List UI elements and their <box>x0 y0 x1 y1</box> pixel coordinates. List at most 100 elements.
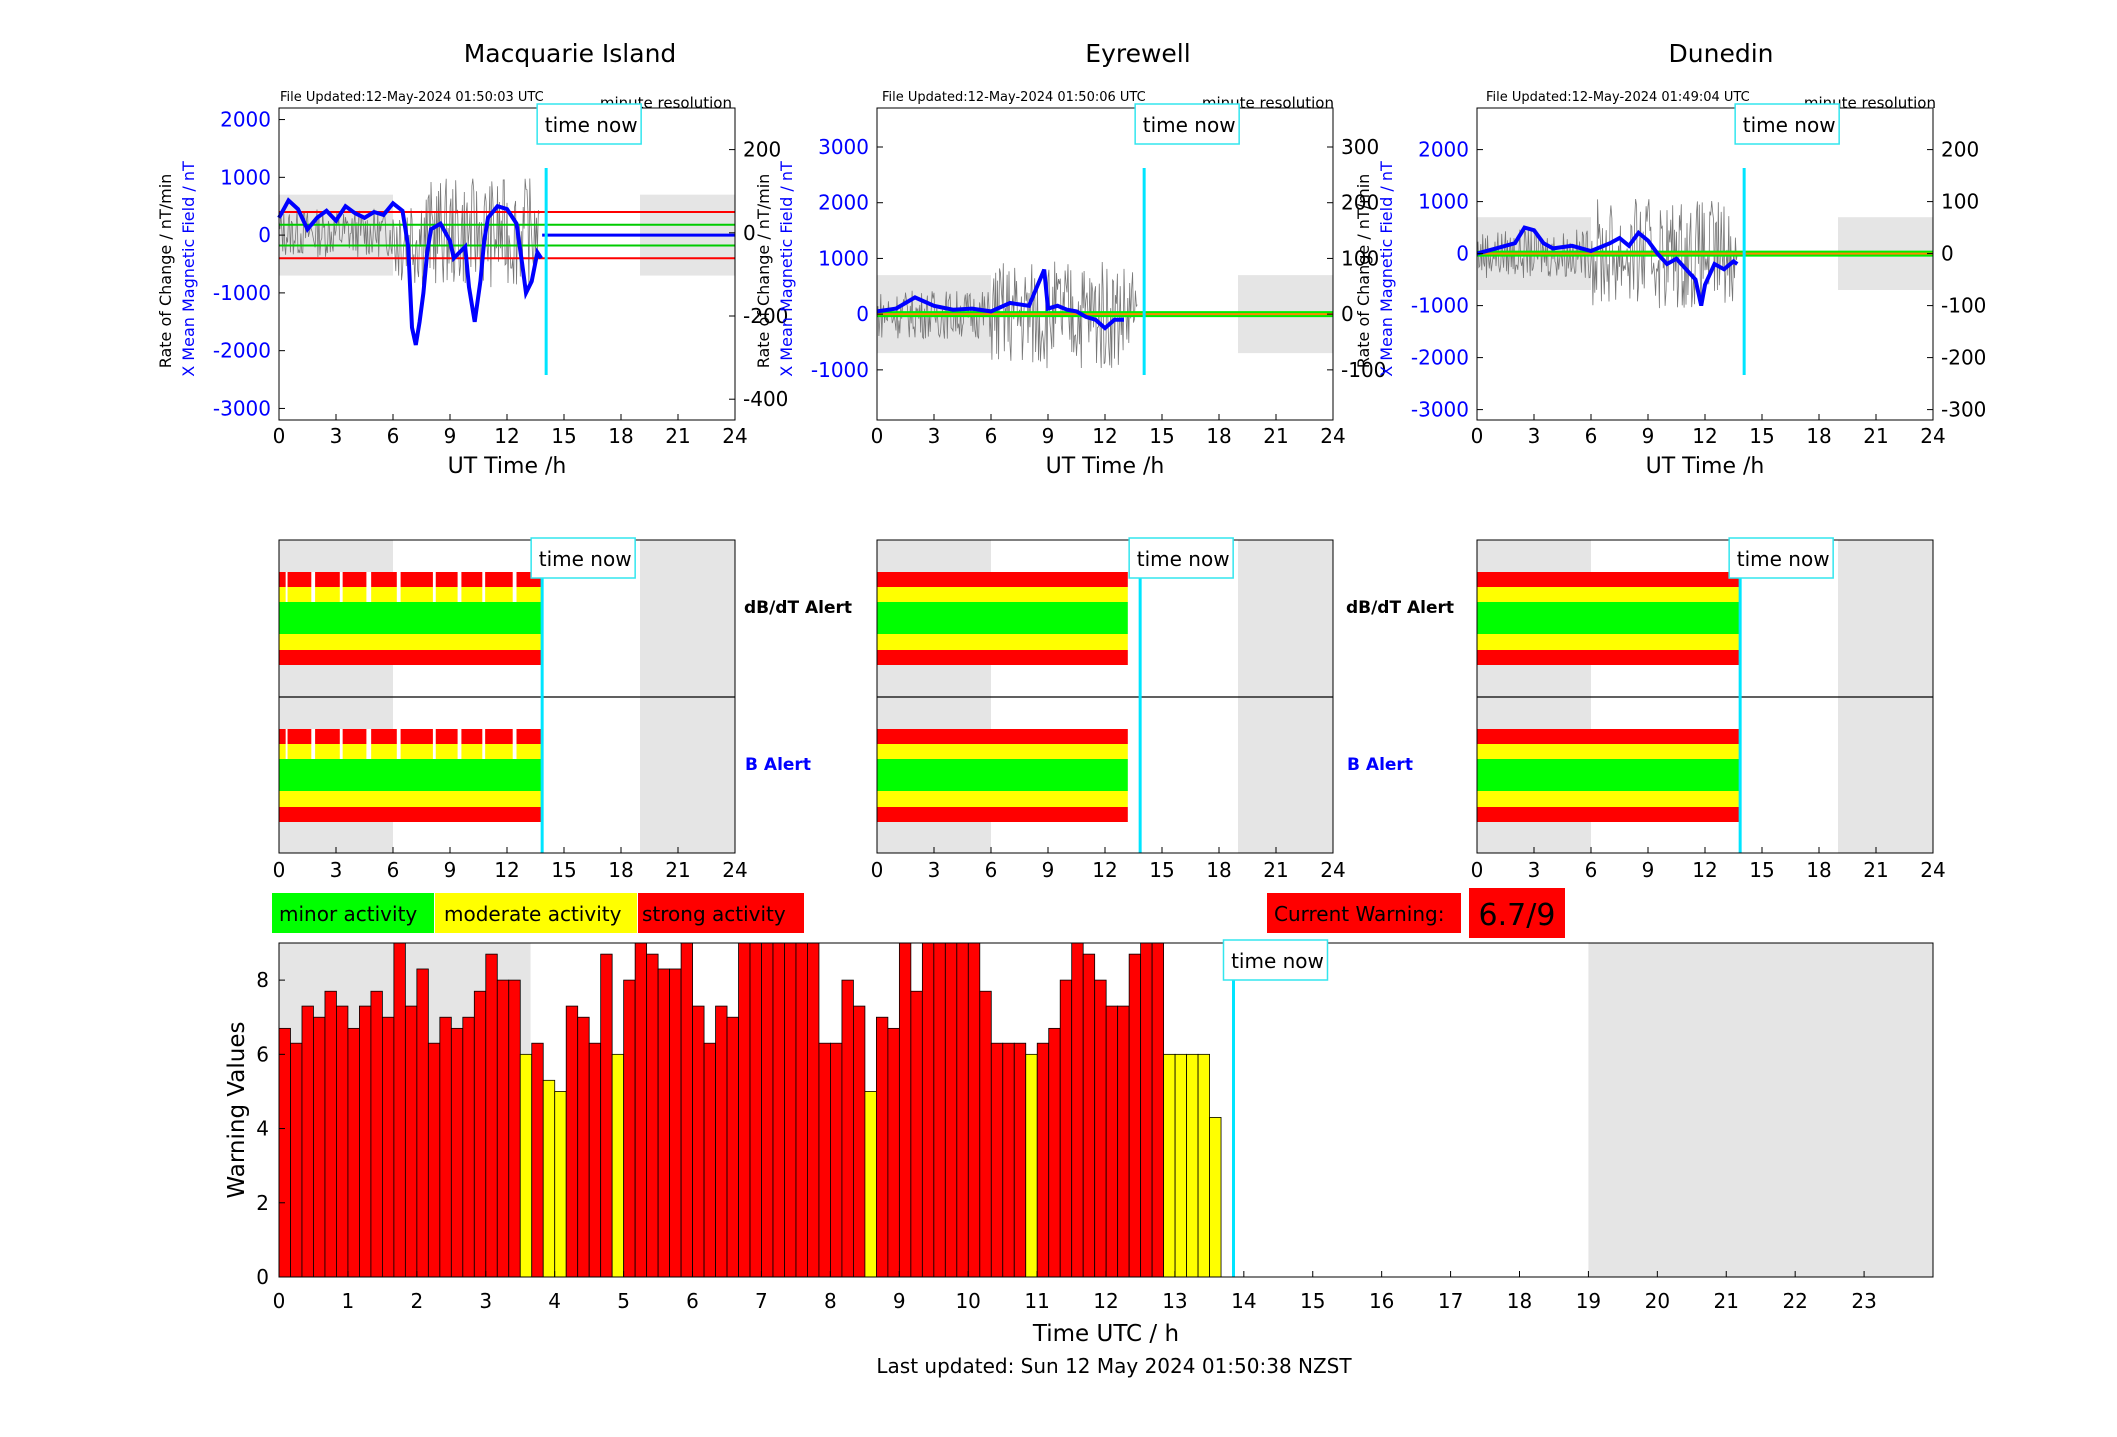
alert-gap <box>285 729 288 759</box>
file-updated-label: File Updated:12-May-2024 01:50:03 UTC <box>280 90 544 105</box>
legend-minor-swatch <box>272 893 434 933</box>
y2-tick-label: 200 <box>743 138 781 162</box>
warning-bar <box>669 968 682 1278</box>
alert-gap <box>457 729 462 759</box>
alert-gap <box>512 572 517 602</box>
alert-gap <box>285 572 288 602</box>
warning-bar <box>450 1027 464 1278</box>
warning-bar <box>921 942 935 1278</box>
y-tick-label: 2000 <box>220 108 271 132</box>
warning-bar <box>761 942 774 1278</box>
x-tick-label: 22 <box>1782 1289 1807 1313</box>
alert-gap <box>366 572 372 602</box>
warning-bar <box>542 1079 556 1278</box>
x-tick-label: 2 <box>410 1289 423 1313</box>
x-tick-label: 18 <box>608 858 633 882</box>
warning-bar <box>875 1016 889 1278</box>
b-alert-label: B Alert <box>745 755 811 775</box>
warning-bar <box>910 990 923 1278</box>
footer-last-updated: Last updated: Sun 12 May 2024 01:50:38 N… <box>876 1354 1352 1378</box>
dbdt-alert-band <box>1477 602 1741 634</box>
warning-bar <box>519 1053 533 1278</box>
x-tick-label: 9 <box>1642 424 1655 448</box>
y-tick-label: 1000 <box>1418 190 1469 214</box>
warning-bar <box>531 1042 544 1278</box>
warning-bar <box>1025 1053 1038 1278</box>
alert-gap <box>396 572 401 602</box>
warning-bar <box>439 1016 452 1278</box>
x-tick-label: 21 <box>665 858 690 882</box>
alert-gap <box>366 729 372 759</box>
x-tick-label: 15 <box>551 424 576 448</box>
x-tick-label: 3 <box>928 858 941 882</box>
y-tick-label: 6 <box>256 1042 269 1066</box>
alert-gap <box>396 729 401 759</box>
warning-bar <box>1140 942 1153 1278</box>
alert-panels: dB/dT Alert B Alert dB/dT Alert B Alert … <box>273 537 1946 882</box>
y2-tick-label: -100 <box>1941 294 1986 318</box>
warning-bar <box>830 1042 843 1278</box>
b-alert-band <box>877 744 1128 759</box>
warning-bar <box>347 1027 360 1278</box>
dbdt-alert-label: dB/dT Alert <box>1346 598 1454 618</box>
x-tick-label: 15 <box>1749 858 1774 882</box>
warning-bar <box>657 968 671 1278</box>
activity-legend: minor activity moderate activity strong … <box>272 893 804 933</box>
alert-gap <box>432 729 436 759</box>
dbdt-alert-band <box>877 602 1128 634</box>
station-title: Eyrewell <box>1085 39 1190 68</box>
station-title: Dunedin <box>1669 39 1774 68</box>
warning-bar <box>1059 979 1073 1278</box>
warning-bar <box>462 1016 475 1278</box>
x-tick-label: 7 <box>755 1289 768 1313</box>
x-tick-label: 10 <box>955 1289 980 1313</box>
dbdt-alert-label: dB/dT Alert <box>744 598 852 618</box>
x-tick-label: 18 <box>1507 1289 1532 1313</box>
y-tick-label: 0 <box>256 1265 269 1289</box>
alert-gap <box>457 572 462 602</box>
warning-bar <box>841 979 854 1278</box>
warning-bar <box>887 1027 900 1278</box>
y-tick-label: -2000 <box>213 339 271 363</box>
alert-gap <box>311 572 316 602</box>
left-y-axis-label: X Mean Magnetic Field / nT <box>179 161 198 377</box>
b-alert-band <box>877 791 1128 807</box>
x-axis-label: UT Time /h <box>1046 454 1165 479</box>
y-tick-label: 2 <box>256 1191 269 1215</box>
x-tick-label: 17 <box>1438 1289 1463 1313</box>
dbdt-alert-band <box>1477 650 1741 665</box>
b-alert-band <box>1477 791 1741 807</box>
warning-bar <box>1013 1042 1027 1278</box>
b-alert-band <box>279 791 543 807</box>
file-updated-label: File Updated:12-May-2024 01:50:06 UTC <box>882 90 1146 105</box>
warning-bar <box>692 1005 705 1278</box>
dbdt-alert-band <box>279 650 543 665</box>
warning-bar <box>1094 979 1107 1278</box>
current-warning-value: 6.7/9 <box>1479 898 1556 933</box>
x-tick-label: 6 <box>1585 424 1598 448</box>
warning-bar <box>393 942 406 1278</box>
x-tick-label: 9 <box>1042 424 1055 448</box>
warning-bar <box>956 942 969 1278</box>
warning-bar <box>1197 1053 1210 1278</box>
x-tick-label: 6 <box>985 858 998 882</box>
x-tick-label: 18 <box>608 424 633 448</box>
right-y-axis-label: Rate of Change / nT/min <box>1354 174 1373 369</box>
x-tick-label: 14 <box>1231 1289 1256 1313</box>
left-y-axis-label: X Mean Magnetic Field / nT <box>777 161 796 377</box>
x-tick-label: 3 <box>330 424 343 448</box>
y-tick-label: 3000 <box>818 135 869 159</box>
time-now-box <box>530 537 636 579</box>
y2-tick-label: 0 <box>743 221 756 245</box>
b-alert-band <box>877 759 1128 791</box>
warning-bar <box>738 942 751 1278</box>
x-tick-label: 21 <box>1263 424 1288 448</box>
warning-bar <box>301 1005 314 1278</box>
y-tick-label: -3000 <box>1411 398 1469 422</box>
alert-gap <box>512 729 517 759</box>
time-now-label: time now <box>539 547 632 571</box>
daytime-shade <box>1588 943 1933 1277</box>
x-tick-label: 18 <box>1206 424 1231 448</box>
